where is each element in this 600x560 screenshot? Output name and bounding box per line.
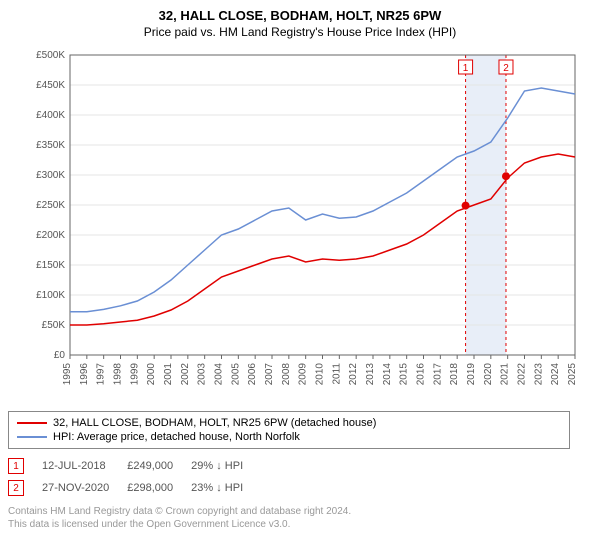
- svg-text:2007: 2007: [264, 363, 275, 386]
- line-chart: £0 £50K £100K £150K £200K £250K £300K £350K £400…: [20, 45, 580, 405]
- svg-text:2003: 2003: [197, 363, 208, 386]
- svg-text:£400K: £400K: [36, 110, 65, 121]
- svg-text:2021: 2021: [500, 363, 511, 386]
- legend-swatch: [17, 436, 47, 438]
- svg-text:£200K: £200K: [36, 230, 65, 241]
- svg-text:2017: 2017: [432, 363, 443, 386]
- svg-text:£100K: £100K: [36, 290, 65, 301]
- svg-text:2000: 2000: [146, 363, 157, 386]
- svg-text:£350K: £350K: [36, 140, 65, 151]
- svg-text:2002: 2002: [180, 363, 191, 386]
- svg-text:2016: 2016: [416, 363, 427, 386]
- svg-text:2005: 2005: [230, 363, 241, 386]
- legend: 32, HALL CLOSE, BODHAM, HOLT, NR25 6PW (…: [8, 411, 570, 449]
- svg-text:1: 1: [463, 63, 469, 74]
- svg-text:2018: 2018: [449, 363, 460, 386]
- svg-text:£150K: £150K: [36, 260, 65, 271]
- svg-text:1996: 1996: [79, 363, 90, 386]
- svg-text:2001: 2001: [163, 363, 174, 386]
- svg-text:2024: 2024: [550, 363, 561, 386]
- svg-text:2014: 2014: [382, 363, 393, 386]
- svg-text:1995: 1995: [62, 363, 73, 386]
- svg-text:£450K: £450K: [36, 80, 65, 91]
- sale-date: 27-NOV-2020: [42, 477, 127, 499]
- svg-text:2022: 2022: [517, 363, 528, 386]
- svg-text:£250K: £250K: [36, 200, 65, 211]
- svg-text:2012: 2012: [348, 363, 359, 386]
- chart-container: £0 £50K £100K £150K £200K £250K £300K £350K £400…: [20, 45, 580, 405]
- sale-hpi-diff: 29% ↓ HPI: [191, 455, 261, 477]
- svg-text:2015: 2015: [399, 363, 410, 386]
- svg-text:2020: 2020: [483, 363, 494, 386]
- legend-label: 32, HALL CLOSE, BODHAM, HOLT, NR25 6PW (…: [53, 417, 376, 429]
- sale-marker-icon: 2: [8, 480, 24, 496]
- svg-text:2009: 2009: [298, 363, 309, 386]
- sale-date: 12-JUL-2018: [42, 455, 127, 477]
- footer-note: Contains HM Land Registry data © Crown c…: [8, 505, 592, 531]
- svg-text:2011: 2011: [331, 363, 342, 385]
- svg-text:1997: 1997: [96, 363, 107, 386]
- svg-text:2013: 2013: [365, 363, 376, 386]
- svg-text:2004: 2004: [214, 363, 225, 386]
- chart-title: 32, HALL CLOSE, BODHAM, HOLT, NR25 6PW: [8, 8, 592, 23]
- svg-text:1999: 1999: [129, 363, 140, 386]
- footer-line: This data is licensed under the Open Gov…: [8, 518, 592, 531]
- svg-text:2019: 2019: [466, 363, 477, 386]
- svg-text:£0: £0: [54, 350, 66, 361]
- svg-text:£50K: £50K: [42, 320, 66, 331]
- sales-table: 1 12-JUL-2018£249,00029% ↓ HPI 2 27-NOV-202…: [8, 455, 261, 499]
- svg-text:2010: 2010: [315, 363, 326, 386]
- svg-text:2: 2: [503, 63, 509, 74]
- sale-row: 2 27-NOV-2020£298,00023% ↓ HPI: [8, 477, 261, 499]
- legend-row-property: 32, HALL CLOSE, BODHAM, HOLT, NR25 6PW (…: [17, 416, 561, 430]
- svg-text:2023: 2023: [533, 363, 544, 386]
- footer-line: Contains HM Land Registry data © Crown c…: [8, 505, 592, 518]
- svg-text:2008: 2008: [281, 363, 292, 386]
- sale-row: 1 12-JUL-2018£249,00029% ↓ HPI: [8, 455, 261, 477]
- legend-label: HPI: Average price, detached house, Nort…: [53, 431, 300, 443]
- svg-text:£500K: £500K: [36, 50, 65, 61]
- chart-subtitle: Price paid vs. HM Land Registry's House …: [8, 25, 592, 39]
- svg-text:1998: 1998: [113, 363, 124, 386]
- svg-text:2006: 2006: [247, 363, 258, 386]
- legend-row-hpi: HPI: Average price, detached house, Nort…: [17, 430, 561, 444]
- legend-swatch: [17, 422, 47, 424]
- sale-hpi-diff: 23% ↓ HPI: [191, 477, 261, 499]
- svg-text:£300K: £300K: [36, 170, 65, 181]
- sale-price: £298,000: [127, 477, 191, 499]
- svg-text:2025: 2025: [567, 363, 578, 386]
- sale-marker-icon: 1: [8, 458, 24, 474]
- sale-price: £249,000: [127, 455, 191, 477]
